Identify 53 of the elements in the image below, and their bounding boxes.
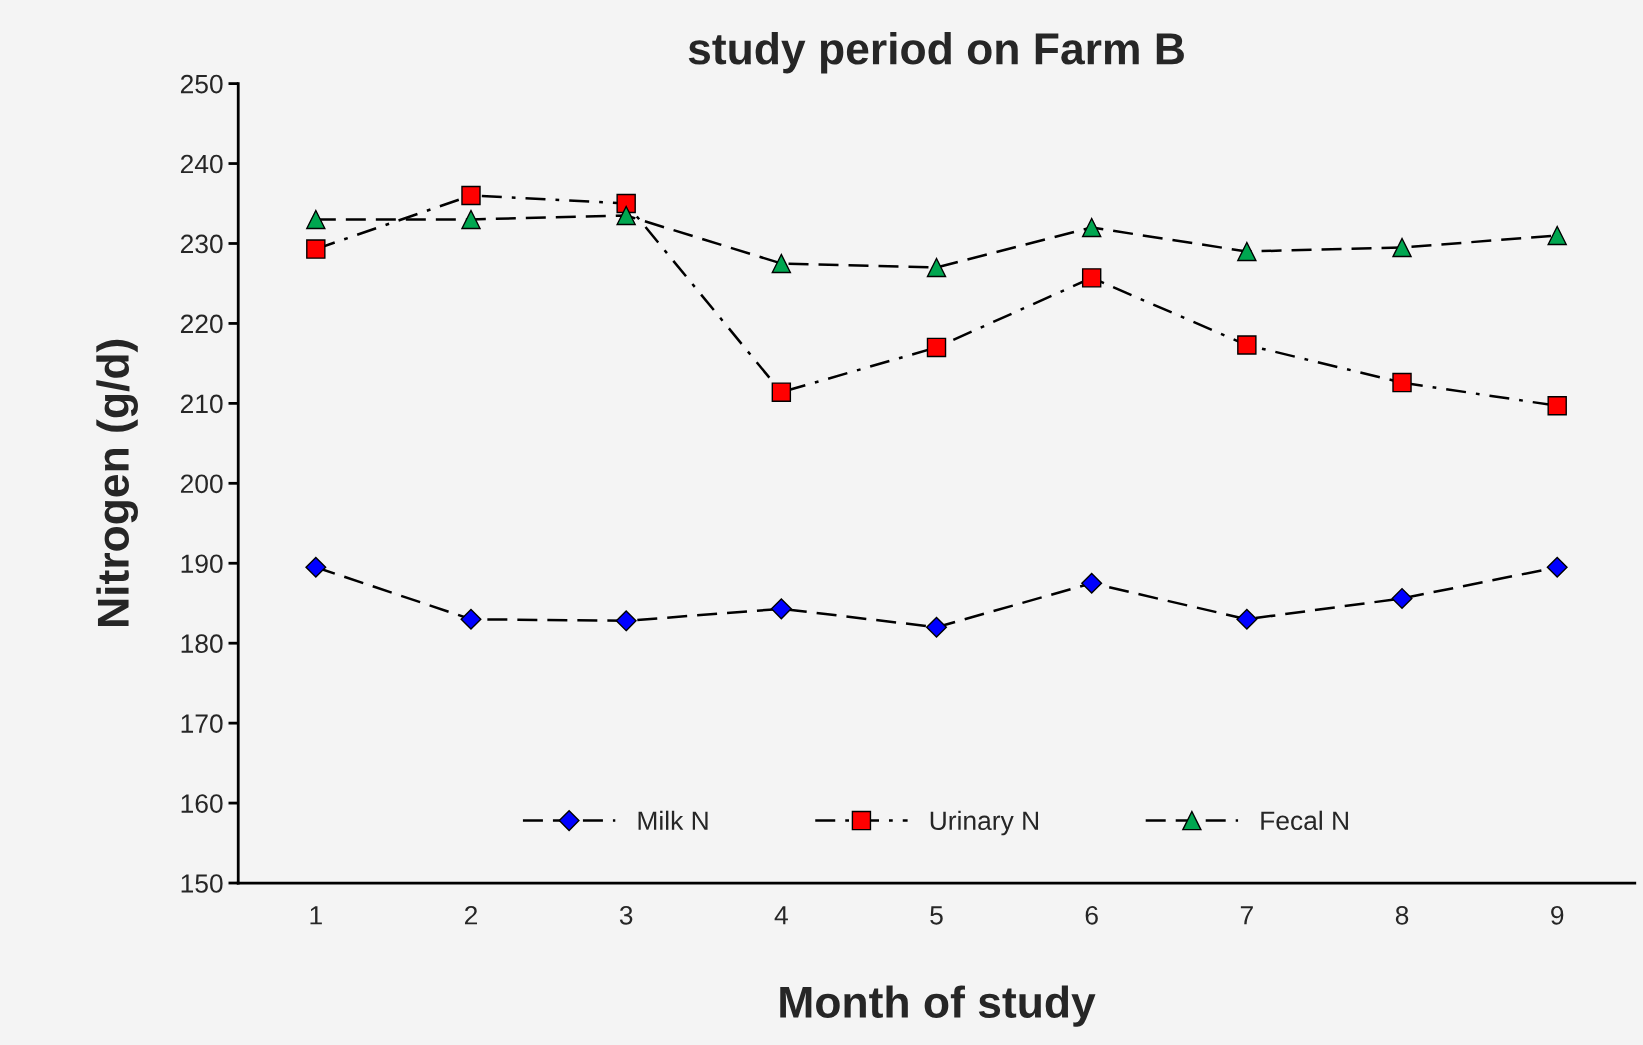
point (925, 616, 948, 638)
point (460, 608, 482, 630)
legend-label: Milk N (638, 810, 708, 830)
point (1081, 217, 1102, 238)
point (1546, 556, 1568, 578)
point (771, 253, 792, 274)
point (461, 209, 481, 230)
point (616, 193, 636, 214)
x-tick-label: 3 (619, 905, 633, 925)
point (771, 382, 792, 402)
point (1391, 587, 1413, 609)
point (1547, 225, 1567, 246)
point (306, 209, 326, 230)
point (1392, 237, 1412, 258)
y-tick-label: 150 (181, 874, 223, 893)
point (461, 185, 481, 206)
x-tick-label: 9 (1551, 905, 1564, 925)
point (1081, 268, 1102, 288)
x-tick-label: 1 (310, 906, 322, 925)
point (1237, 241, 1257, 262)
legend-label: Urinary N (930, 810, 1038, 836)
legend-label: Fecal N (1261, 810, 1348, 831)
x-tick-label: 6 (1085, 905, 1098, 925)
point (1081, 572, 1103, 594)
y-tick-label: 210 (180, 394, 223, 414)
chart-title: study period on Farm B (688, 31, 1184, 74)
y-tick-label: 190 (181, 554, 223, 574)
point (926, 337, 947, 358)
point (615, 610, 637, 632)
point (1237, 335, 1257, 355)
point (616, 205, 636, 226)
y-axis-title: Nitrogen (g/d) (96, 339, 138, 626)
point (770, 598, 792, 620)
x-tick-label: 7 (1240, 906, 1253, 925)
y-tick-label: 240 (180, 154, 223, 174)
point (1392, 372, 1412, 393)
x-tick-label: 8 (1395, 905, 1409, 925)
point (306, 239, 326, 259)
y-tick-label: 180 (181, 634, 223, 654)
point (1547, 396, 1567, 416)
point (1236, 608, 1258, 630)
x-tick-label: 5 (930, 906, 943, 925)
y-tick-label: 230 (180, 234, 223, 254)
x-axis-title: Month of study (780, 985, 1096, 1027)
point (926, 257, 947, 278)
y-tick-label: 220 (180, 314, 223, 334)
x-tick-label: 2 (464, 905, 478, 925)
y-tick-label: 160 (181, 794, 223, 813)
y-tick-label: 170 (181, 714, 223, 733)
x-tick-label: 4 (774, 906, 788, 925)
point (305, 556, 327, 578)
y-tick-label: 250 (180, 74, 223, 94)
y-tick-label: 200 (180, 474, 223, 494)
